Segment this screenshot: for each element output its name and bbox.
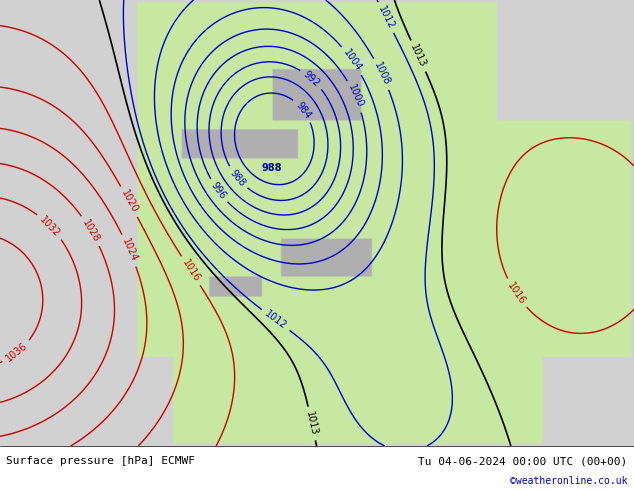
Text: Tu 04-06-2024 00:00 UTC (00+00): Tu 04-06-2024 00:00 UTC (00+00)	[418, 456, 628, 466]
Text: 1012: 1012	[376, 4, 396, 31]
Text: 1012: 1012	[262, 309, 288, 331]
Text: 1004: 1004	[341, 48, 363, 74]
Text: ©weatheronline.co.uk: ©weatheronline.co.uk	[510, 476, 628, 486]
Text: 1020: 1020	[119, 189, 139, 215]
Text: Surface pressure [hPa] ECMWF: Surface pressure [hPa] ECMWF	[6, 456, 195, 466]
Text: 1036: 1036	[4, 341, 30, 364]
Text: 1024: 1024	[120, 237, 139, 264]
Text: 1016: 1016	[180, 258, 202, 284]
Text: 984: 984	[294, 100, 313, 121]
Text: 992: 992	[302, 69, 322, 89]
Text: 1032: 1032	[38, 214, 62, 239]
Text: 1008: 1008	[372, 61, 392, 87]
Text: 1028: 1028	[81, 218, 101, 244]
Text: 996: 996	[209, 180, 228, 201]
Text: 988: 988	[228, 168, 247, 188]
Text: 1016: 1016	[505, 281, 527, 307]
Text: 1000: 1000	[346, 83, 365, 110]
Text: 1013: 1013	[304, 411, 320, 437]
Text: 988: 988	[261, 164, 282, 173]
Text: 1013: 1013	[408, 43, 428, 69]
